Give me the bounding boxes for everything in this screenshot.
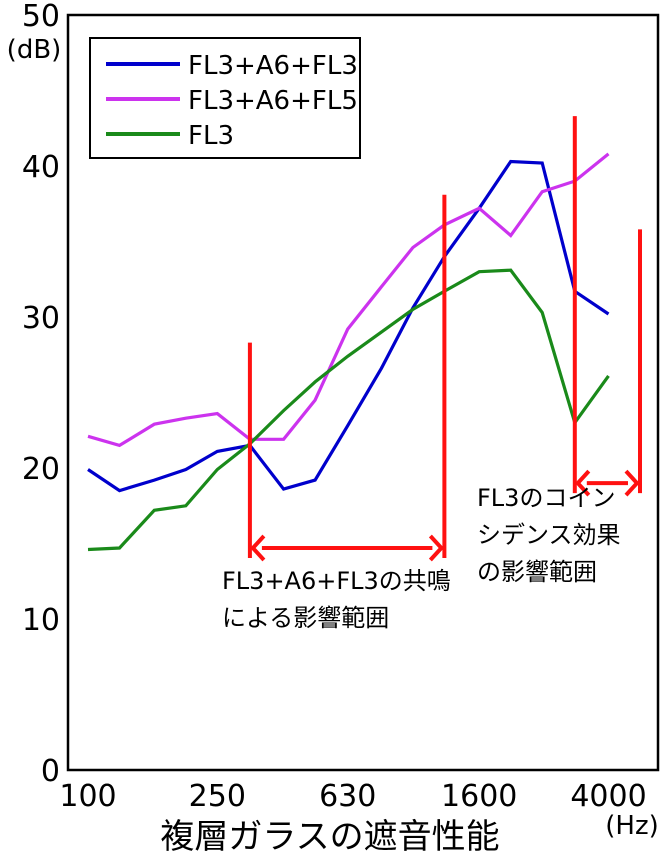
y-tick-label-20: 20 <box>22 452 60 487</box>
plot-frame <box>66 13 660 772</box>
x-tick-label-1600: 1600 <box>441 779 517 814</box>
y-tick-label-50: 50 <box>22 0 60 34</box>
annotation-0-arrow-head-left <box>250 534 266 562</box>
annotation-coincidence-text: FL3のコイン シデンス効果 の影響範囲 <box>477 484 621 586</box>
series-line-fl3-a6-fl5 <box>87 152 610 448</box>
annotation-1-arrow-head-left <box>575 469 591 497</box>
annotation-1-arrow-head-right <box>624 469 640 497</box>
y-tick-label-10: 10 <box>22 603 60 638</box>
annotation-coincidence-line-3: の影響範囲 <box>477 558 597 586</box>
series-line-fl3-a6-fl3 <box>87 159 610 493</box>
legend-label-fl3: FL3 <box>188 121 234 151</box>
x-tick-label-100: 100 <box>59 779 116 814</box>
series-lines <box>87 152 610 552</box>
x-tick-label-630: 630 <box>319 779 376 814</box>
y-tick-label-30: 30 <box>22 301 60 336</box>
legend-label-fl3-a6-fl5: FL3+A6+FL5 <box>188 86 358 116</box>
legend: FL3+A6+FL3 FL3+A6+FL5 FL3 <box>89 37 361 159</box>
annotation-0-arrow-head-right <box>428 534 445 562</box>
series-line-fl3 <box>87 268 610 552</box>
annotation-coincidence-line-2: シデンス効果 <box>477 521 621 549</box>
annotation-resonance-line-1: FL3+A6+FL3の共鳴 <box>222 567 451 595</box>
x-tick-label-4000: 4000 <box>570 779 646 814</box>
x-axis-title: 複層ガラスの遮音性能 <box>160 817 499 857</box>
annotation-coincidence-line-1: FL3のコイン <box>477 484 615 512</box>
y-tick-label-0: 0 <box>41 754 60 789</box>
x-tick-label-250: 250 <box>189 779 246 814</box>
annotation-resonance-line-2: による影響範囲 <box>222 604 389 632</box>
x-unit-label: (Hz) <box>605 811 659 841</box>
legend-label-fl3-a6-fl3: FL3+A6+FL3 <box>188 51 358 81</box>
x-tick-labels: 100 250 630 1600 4000 <box>59 779 646 814</box>
annotation-layer <box>247 116 642 562</box>
y-unit-label: (dB) <box>7 35 62 65</box>
y-tick-label-40: 40 <box>22 150 60 185</box>
y-tick-labels: 0 10 20 30 40 50 <box>22 0 60 789</box>
annotation-resonance-text: FL3+A6+FL3の共鳴 による影響範囲 <box>222 567 451 632</box>
